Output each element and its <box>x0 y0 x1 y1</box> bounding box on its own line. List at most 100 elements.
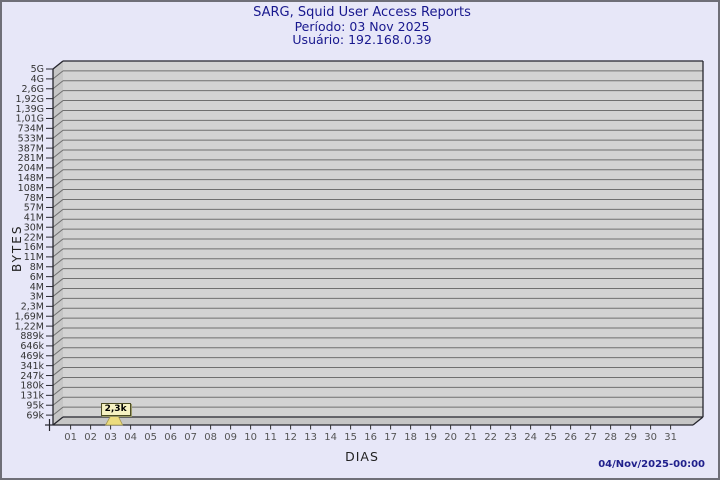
floor-left-diagonal <box>52 416 64 426</box>
y-tick-label: 22M <box>24 232 44 243</box>
y-tick-label: 646k <box>20 341 44 352</box>
y-grid-diagonal <box>52 406 64 416</box>
y-tick-label: 1,39G <box>15 104 44 115</box>
x-tick-label: 22 <box>484 432 497 443</box>
y-tick-label: 4G <box>31 74 44 85</box>
y-grid-diagonal <box>52 119 64 129</box>
x-tick-label: 17 <box>384 432 397 443</box>
x-tick-label: 31 <box>664 432 677 443</box>
y-tick-label: 8M <box>30 262 44 273</box>
y-grid-diagonal <box>52 90 64 100</box>
y-grid-diagonal <box>52 199 64 208</box>
y-grid-diagonal <box>52 396 64 406</box>
y-tick-label: 16M <box>24 242 44 253</box>
y-grid-diagonal <box>52 100 64 109</box>
x-tick-label: 07 <box>184 432 197 443</box>
y-grid-diagonal <box>52 159 64 169</box>
y-grid-diagonal <box>52 238 64 248</box>
y-tick-label: 1,69M <box>15 311 44 322</box>
y-grid-diagonal <box>52 218 64 228</box>
y-grid-diagonal <box>52 377 64 386</box>
x-tick-label: 19 <box>424 432 437 443</box>
y-tick-label: 889k <box>20 331 44 342</box>
y-tick-label: 41M <box>24 213 44 224</box>
y-tick-label: 6M <box>30 272 44 283</box>
y-tick-label: 11M <box>24 252 44 263</box>
x-tick-label: 28 <box>604 432 617 443</box>
x-tick-label: 24 <box>524 432 537 443</box>
x-tick-label: 15 <box>344 432 357 443</box>
x-tick-label: 10 <box>244 432 257 443</box>
y-grid-diagonal <box>52 149 64 159</box>
y-grid-diagonal <box>52 268 64 278</box>
x-tick-label: 12 <box>284 432 297 443</box>
y-tick-label: 1,92G <box>15 94 44 105</box>
y-grid-diagonal <box>52 110 64 119</box>
x-tick-label: 20 <box>444 432 457 443</box>
y-tick-label: 30M <box>24 222 44 233</box>
y-grid-diagonal <box>52 386 64 396</box>
x-tick-label: 16 <box>364 432 377 443</box>
chart-header: SARG, Squid User Access Reports Período:… <box>2 6 718 47</box>
y-grid-diagonal <box>52 367 64 376</box>
y-grid-diagonal <box>52 169 64 179</box>
floor-right-diagonal <box>692 416 704 426</box>
y-grid-diagonal <box>52 208 64 218</box>
x-tick-label: 13 <box>304 432 317 443</box>
y-grid-diagonal <box>52 337 64 347</box>
y-grid-diagonal <box>52 347 64 357</box>
chart-user: Usuário: 192.168.0.39 <box>292 32 432 47</box>
y-tick-label: 5G <box>31 64 44 75</box>
x-tick-label: 23 <box>504 432 517 443</box>
y-tick-label: 3M <box>30 292 44 303</box>
x-tick-label: 04 <box>124 432 137 443</box>
y-grid-diagonal <box>52 258 64 268</box>
x-tick-label: 14 <box>324 432 337 443</box>
y-grid-diagonal <box>52 357 64 367</box>
x-tick-label: 03 <box>104 432 117 443</box>
y-tick-label: 1,22M <box>15 321 44 332</box>
chart-period: Período: 03 Nov 2025 <box>294 19 430 34</box>
x-tick-label: 06 <box>164 432 177 443</box>
x-tick-label: 26 <box>564 432 577 443</box>
y-tick-label: 1,01G <box>15 114 44 125</box>
plot-floor <box>53 417 703 425</box>
y-grid-diagonal <box>52 189 64 198</box>
y-tick-label: 387M <box>18 143 44 154</box>
y-grid-diagonal <box>52 179 64 189</box>
x-tick-label: 18 <box>404 432 417 443</box>
y-tick-label: 734M <box>18 124 44 135</box>
x-tick-label: 27 <box>584 432 597 443</box>
y-grid-diagonal <box>52 139 64 149</box>
x-tick-label: 25 <box>544 432 557 443</box>
y-grid-diagonal <box>52 228 64 238</box>
y-grid-diagonal <box>52 307 64 317</box>
y-tick-label: 533M <box>18 133 44 144</box>
y-tick-label: 204M <box>18 163 44 174</box>
y-grid-diagonal <box>52 327 64 337</box>
y-tick-label: 180k <box>20 381 44 392</box>
y-tick-label: 4M <box>30 282 44 293</box>
x-axis-title: DIAS <box>345 449 379 464</box>
y-grid-diagonal <box>52 70 64 80</box>
x-tick-label: 30 <box>644 432 657 443</box>
y-tick-label: 281M <box>18 153 44 164</box>
y-grid-diagonal <box>52 80 64 90</box>
x-tick-label: 11 <box>264 432 277 443</box>
x-tick-label: 09 <box>224 432 237 443</box>
y-tick-label: 131k <box>20 391 44 402</box>
y-grid-diagonal <box>52 288 64 297</box>
x-tick-label: 29 <box>624 432 637 443</box>
y-grid-diagonal <box>52 248 64 258</box>
y-axis-title: BYTES <box>10 224 24 272</box>
x-tick-label: 05 <box>144 432 157 443</box>
x-tick-label: 02 <box>84 432 97 443</box>
y-grid-diagonal <box>52 278 64 287</box>
y-grid-diagonal <box>52 129 64 139</box>
y-tick-label: 78M <box>24 193 44 204</box>
y-tick-label: 341k <box>20 361 44 372</box>
y-tick-label: 2,3M <box>21 302 44 313</box>
x-tick-label: 01 <box>64 432 77 443</box>
